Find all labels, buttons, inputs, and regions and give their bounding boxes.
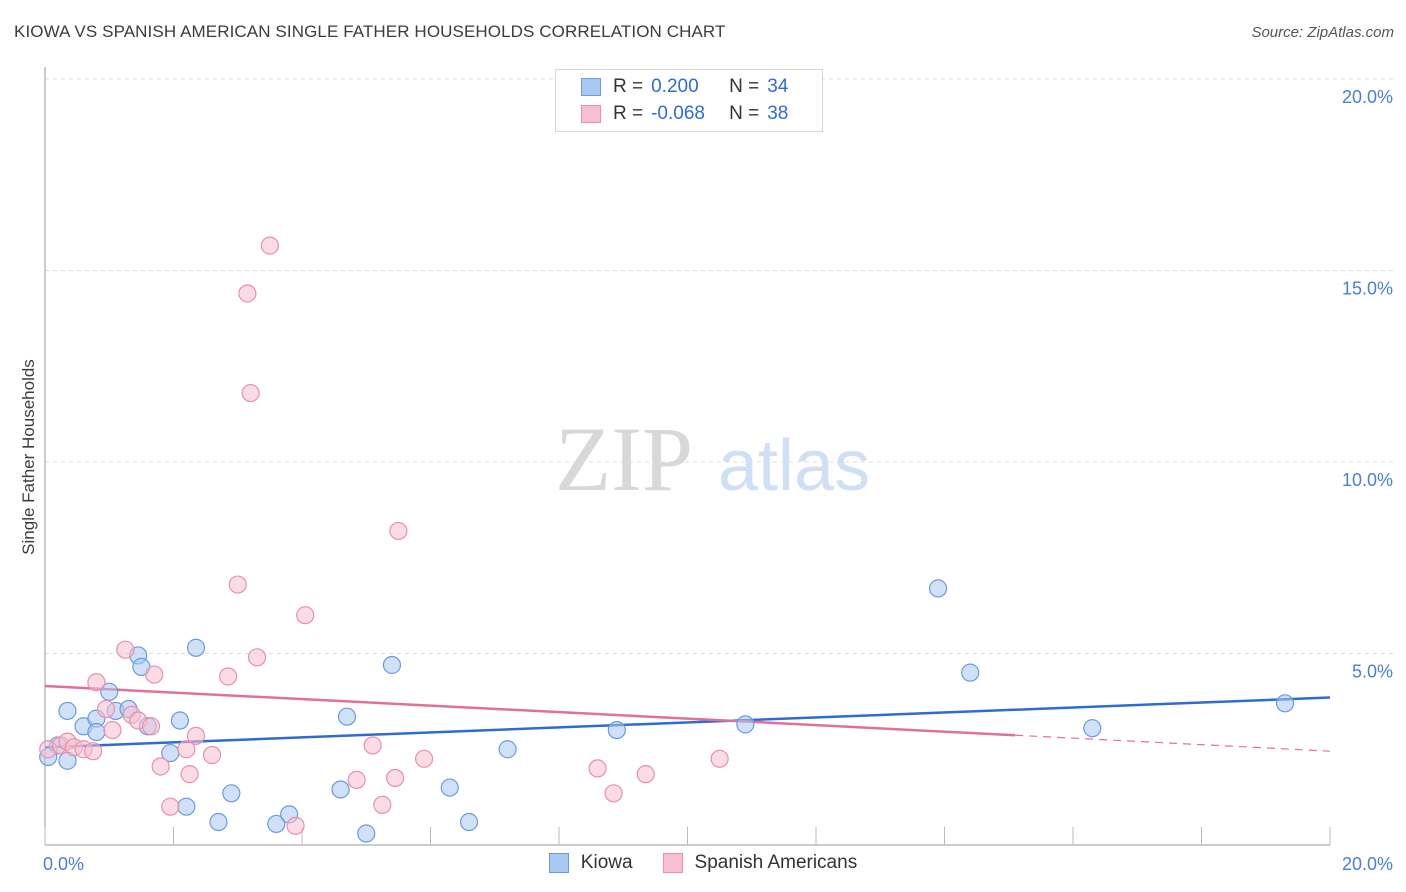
legend-swatch-spanish-americans: [581, 105, 601, 123]
spanish-americans-point: [96, 699, 116, 719]
kiowa-point: [357, 824, 376, 843]
kiowa-point: [209, 812, 228, 832]
axes: [44, 67, 1331, 846]
kiowa-point: [177, 797, 196, 816]
spanish-americans-point: [260, 236, 279, 255]
spanish-americans-point: [202, 745, 222, 765]
legend-n-value: 38: [767, 103, 789, 124]
legend-n-value: 34: [767, 76, 789, 97]
series-legend: Kiowa Spanish Americans: [0, 852, 1406, 874]
spanish-americans-point: [116, 640, 135, 659]
spanish-americans-point: [386, 768, 405, 788]
grid-lines: [45, 78, 1395, 654]
trend-line: [44, 696, 1331, 749]
kiowa-point: [736, 715, 755, 734]
y-tick-label: 15.0%: [1342, 279, 1393, 299]
legend-swatch-kiowa: [581, 78, 601, 96]
legend-row-spanish-americans: R = -0.068 N = 38: [581, 102, 788, 126]
spanish-americans-point: [151, 757, 170, 776]
kiowa-point: [170, 711, 190, 730]
kiowa-point: [382, 655, 402, 675]
series-legend-spanish-americans[interactable]: Spanish Americans: [662, 852, 858, 874]
kiowa-point: [440, 778, 459, 797]
spanish-americans-point: [286, 816, 305, 835]
spanish-americans-point: [84, 742, 103, 761]
series-legend-kiowa[interactable]: Kiowa: [548, 852, 633, 874]
spanish-americans-point: [145, 665, 164, 684]
series-swatch-kiowa: [548, 853, 569, 873]
kiowa-point: [267, 814, 286, 834]
y-axis-label: Single Father Households: [19, 359, 38, 555]
spanish-americans-point: [87, 673, 106, 692]
chart-title: KIOWA VS SPANISH AMERICAN SINGLE FATHER …: [14, 22, 726, 41]
spanish-americans-point: [389, 521, 408, 541]
legend-r-value: -0.068: [651, 103, 705, 124]
watermark: ZIP atlas: [555, 408, 870, 510]
kiowa-point: [928, 579, 948, 598]
spanish-americans-point: [347, 770, 366, 789]
series-label-kiowa: Kiowa: [580, 852, 633, 873]
spanish-americans-point: [141, 717, 161, 736]
spanish-americans-point: [177, 740, 196, 759]
spanish-americans-point: [228, 575, 247, 594]
spanish-americans-point: [219, 667, 238, 686]
spanish-americans-point: [414, 749, 434, 768]
trend-line: [44, 684, 1016, 737]
watermark-zip: ZIP: [555, 408, 693, 510]
legend-r-value: 0.200: [651, 76, 699, 97]
spanish-americans-point: [103, 720, 122, 740]
spanish-americans-point: [238, 284, 257, 303]
kiowa-point: [1275, 694, 1295, 713]
watermark-atlas: atlas: [718, 426, 870, 506]
trend-line-extension: [1015, 734, 1331, 752]
kiowa-point: [498, 740, 517, 759]
spanish-americans-point: [588, 759, 607, 778]
kiowa-point: [459, 812, 479, 832]
tick-labels: 5.0% 10.0% 15.0% 20.0% 0.0% 20.0%: [43, 87, 1393, 874]
x-tick-label: 0.0%: [43, 854, 84, 874]
spanish-americans-point: [186, 726, 206, 745]
spanish-americans-point: [241, 383, 260, 403]
stats-legend: R = 0.200 N = 34 R = -0.068 N = 38: [555, 69, 823, 132]
spanish-americans-point: [161, 797, 180, 816]
source-label: Source: ZipAtlas.com: [1251, 24, 1394, 41]
spanish-americans-point: [636, 765, 655, 784]
y-tick-label: 10.0%: [1342, 470, 1393, 490]
kiowa-point: [58, 701, 77, 721]
legend-row-kiowa: R = 0.200 N = 34: [581, 75, 788, 99]
legend-r-label: R =: [613, 103, 644, 124]
spanish-americans-point: [247, 648, 267, 667]
y-tick-label: 5.0%: [1352, 662, 1393, 682]
kiowa-point: [337, 707, 357, 726]
trend-lines: [44, 684, 1331, 752]
kiowa-point: [1083, 719, 1102, 738]
data-points: [39, 236, 1295, 843]
kiowa-point: [100, 682, 119, 701]
kiowa-point: [607, 720, 626, 740]
legend-r-label: R =: [613, 76, 644, 97]
spanish-americans-point: [363, 736, 382, 755]
kiowa-point: [331, 780, 350, 799]
spanish-americans-point: [180, 765, 199, 784]
legend-n-label: N =: [729, 103, 760, 124]
spanish-americans-point: [373, 795, 392, 814]
kiowa-point: [87, 722, 106, 742]
x-tick-label: 20.0%: [1342, 854, 1393, 874]
kiowa-point: [961, 663, 980, 682]
spanish-americans-point: [604, 784, 623, 803]
spanish-americans-point: [710, 749, 729, 768]
series-label-spanish-americans: Spanish Americans: [694, 852, 858, 873]
spanish-americans-point: [296, 606, 315, 625]
y-tick-label: 20.0%: [1342, 87, 1393, 107]
kiowa-point: [186, 638, 206, 657]
series-swatch-spanish-americans: [662, 853, 683, 873]
kiowa-point: [222, 784, 241, 803]
legend-n-label: N =: [729, 76, 760, 97]
